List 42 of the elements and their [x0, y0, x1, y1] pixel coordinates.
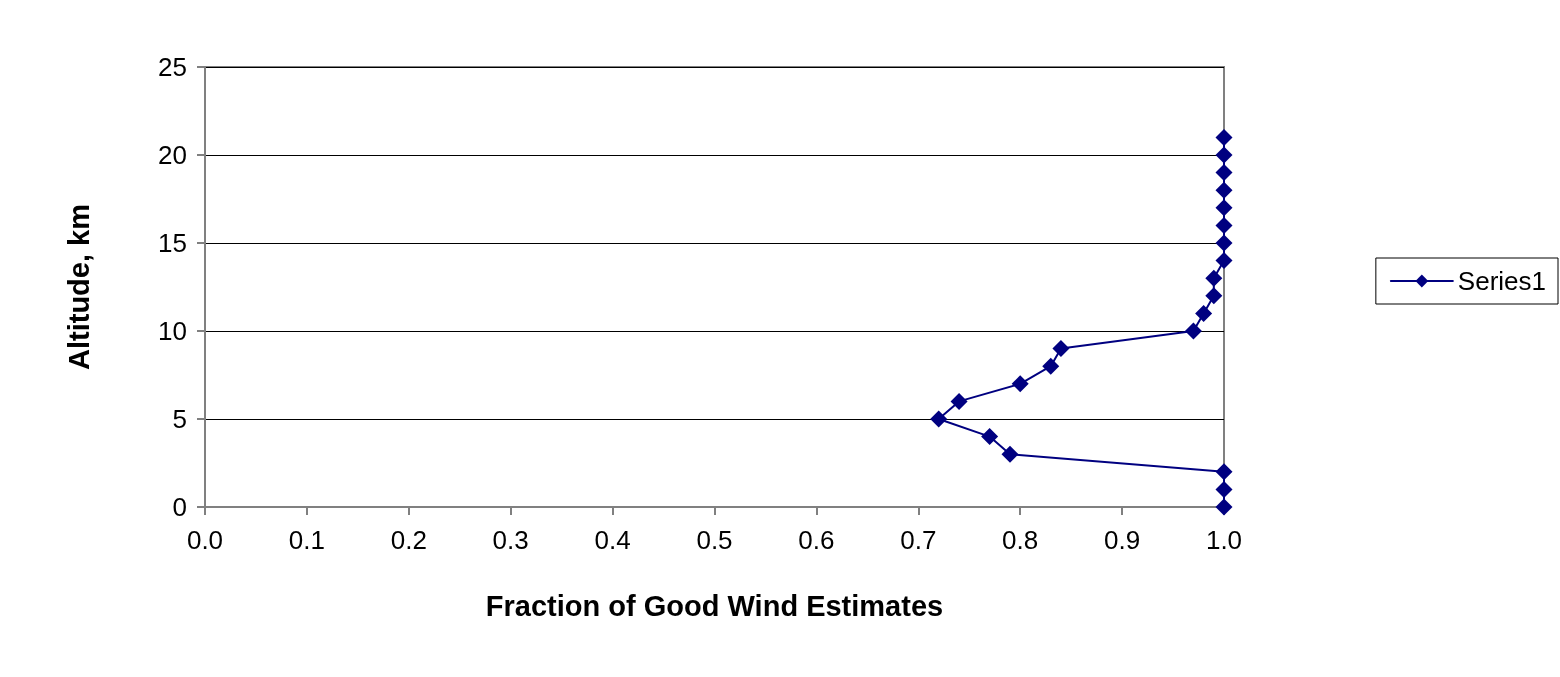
legend-label: Series1	[1457, 266, 1546, 296]
point	[981, 428, 999, 446]
point	[950, 392, 968, 410]
y-axis-title: Altitude, km	[62, 204, 95, 370]
point	[1215, 181, 1233, 199]
x-tick-label: 0.9	[1104, 525, 1141, 555]
point	[1215, 146, 1233, 164]
point	[1215, 463, 1233, 481]
point	[1215, 128, 1233, 146]
point	[1205, 287, 1223, 305]
x-tick-label: 0.4	[594, 525, 631, 555]
y-tick-label: 25	[158, 52, 187, 82]
point	[1184, 322, 1202, 340]
x-tick-label: 0.1	[288, 525, 325, 555]
point	[1215, 164, 1233, 182]
point	[1215, 216, 1233, 234]
point	[930, 410, 948, 428]
point	[1215, 252, 1233, 270]
point	[1001, 445, 1019, 463]
x-tick-label: 1.0	[1205, 525, 1243, 555]
x-tick-label: 0.8	[1002, 525, 1039, 555]
x-tick-label: 0.6	[798, 525, 835, 555]
point	[1215, 480, 1233, 498]
point	[1205, 269, 1223, 287]
y-tick-label: 10	[158, 316, 187, 346]
point	[1042, 357, 1060, 375]
x-tick-label: 0.7	[900, 525, 937, 555]
y-tick-label: 20	[158, 140, 187, 170]
point	[1215, 498, 1233, 516]
y-tick-label: 0	[172, 492, 187, 522]
x-axis-title: Fraction of Good Wind Estimates	[485, 589, 944, 622]
point	[1052, 340, 1070, 358]
point	[1215, 234, 1233, 252]
x-tick-label: 0.3	[492, 525, 529, 555]
x-tick-label: 0.5	[696, 525, 733, 555]
point	[1011, 375, 1029, 393]
y-tick-label: 15	[158, 228, 187, 258]
x-tick-label: 0.0	[186, 525, 224, 555]
point	[1215, 199, 1233, 217]
y-tick-label: 5	[172, 404, 187, 434]
point	[1195, 304, 1213, 322]
x-tick-label: 0.2	[390, 525, 427, 555]
